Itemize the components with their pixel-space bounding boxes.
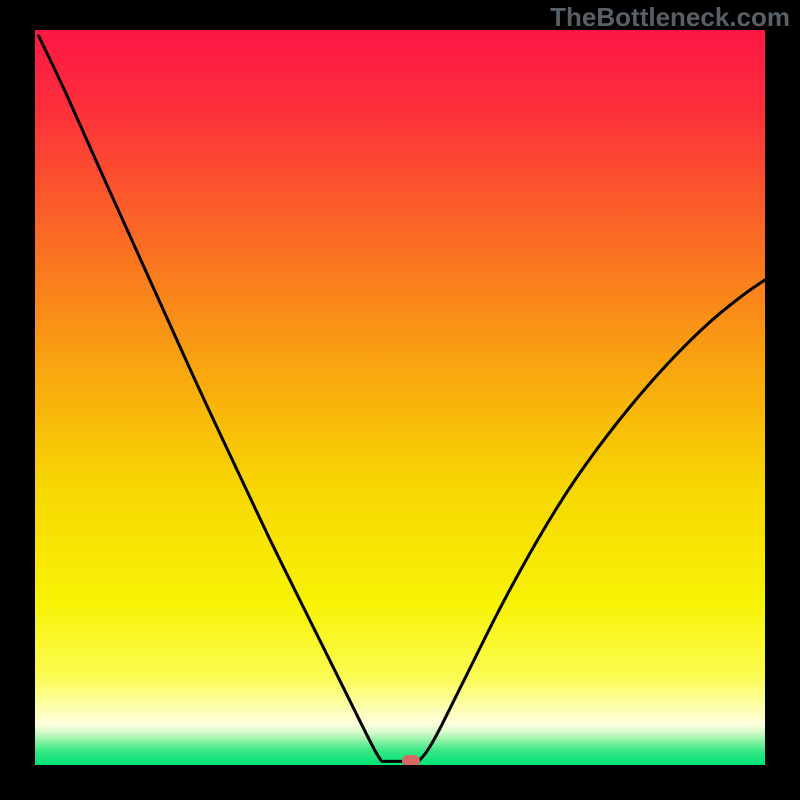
bottleneck-curve — [35, 30, 765, 765]
plot-area — [35, 30, 765, 765]
watermark-text: TheBottleneck.com — [550, 2, 790, 33]
chart-container: TheBottleneck.com — [0, 0, 800, 800]
optimal-point-marker — [402, 755, 420, 765]
